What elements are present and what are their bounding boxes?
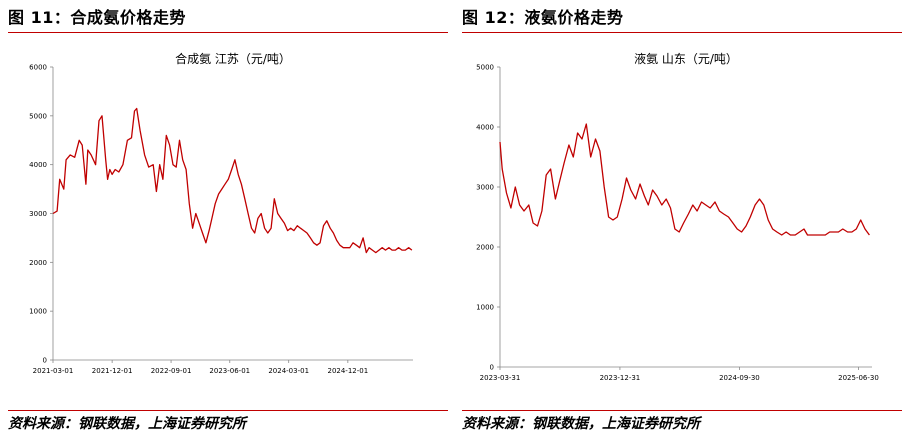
x-tick-label: 2024-09-30 xyxy=(719,374,760,382)
y-tick-label: 3000 xyxy=(476,184,494,192)
x-tick-label: 2025-06-30 xyxy=(838,374,879,382)
bottom-rule xyxy=(462,410,902,411)
y-tick-label: 3000 xyxy=(29,210,47,218)
y-tick-label: 1000 xyxy=(476,304,494,312)
x-tick-label: 2023-03-31 xyxy=(480,374,521,382)
y-tick-label: 2000 xyxy=(476,244,494,252)
series-line xyxy=(52,107,413,254)
x-tick-label: 2024-12-01 xyxy=(327,367,368,375)
source-note: 资料来源：钢联数据，上海证券研究所 xyxy=(462,416,700,432)
bottom-rule xyxy=(8,410,448,411)
y-tick-label: 4000 xyxy=(476,124,494,132)
y-tick-label: 1000 xyxy=(29,308,47,316)
x-tick-label: 2024-03-01 xyxy=(268,367,309,375)
figure-title: 图 11：合成氨价格走势 xyxy=(8,8,186,27)
source-note: 资料来源：钢联数据，上海证券研究所 xyxy=(8,416,246,432)
top-rule xyxy=(8,32,448,33)
y-tick-label: 5000 xyxy=(29,112,47,120)
y-tick-label: 2000 xyxy=(29,259,47,267)
y-tick-label: 6000 xyxy=(29,64,47,72)
series-line xyxy=(499,123,870,236)
chart-title: 液氨 山东（元/吨） xyxy=(634,51,738,66)
liquid-ammonia-chart: 液氨 山东（元/吨） 0 1000 2000 3000 4000 5000 2023-03-3… xyxy=(476,51,879,382)
y-tick-label: 0 xyxy=(43,357,47,365)
y-tick-label: 4000 xyxy=(29,161,47,169)
synthetic-ammonia-chart: 合成氨 江苏（元/吨） 0 1000 2000 3000 4000 5000 6000 2021… xyxy=(29,51,413,375)
x-tick-label: 2021-03-01 xyxy=(33,367,74,375)
x-tick-label: 2023-12-31 xyxy=(600,374,641,382)
figure-title: 图 12：液氨价格走势 xyxy=(462,8,624,27)
left-panel: 图 11：合成氨价格走势 合成氨 江苏（元/吨） 0 1000 2000 3000 400… xyxy=(8,0,448,438)
right-panel: 图 12：液氨价格走势 液氨 山东（元/吨） 0 1000 2000 3000 4000 5… xyxy=(462,0,902,438)
x-tick-label: 2022-09-01 xyxy=(151,367,192,375)
x-tick-label: 2021-12-01 xyxy=(92,367,133,375)
y-tick-label: 0 xyxy=(490,364,494,372)
x-tick-label: 2023-06-01 xyxy=(209,367,250,375)
top-rule xyxy=(462,32,902,33)
y-tick-label: 5000 xyxy=(476,64,494,72)
chart-title: 合成氨 江苏（元/吨） xyxy=(175,51,291,66)
